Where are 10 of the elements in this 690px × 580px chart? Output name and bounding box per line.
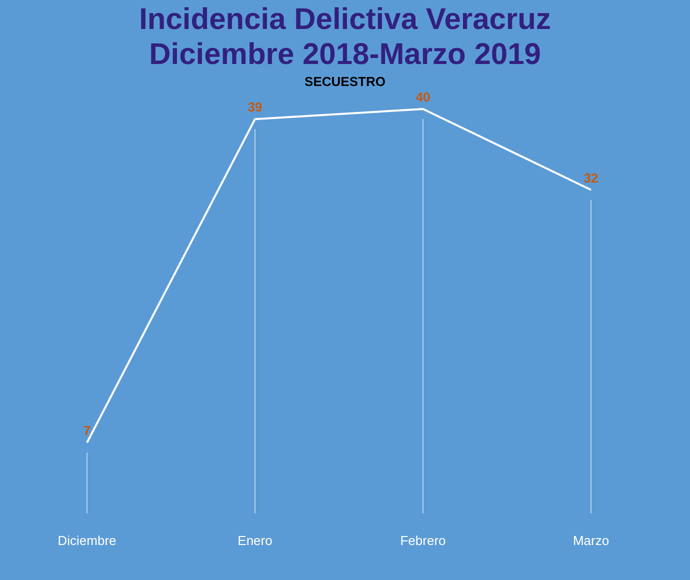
x-tick-label: Diciembre bbox=[58, 532, 116, 548]
x-tick-label: Marzo bbox=[572, 532, 610, 548]
x-tick-label: Febrero bbox=[400, 532, 446, 548]
chart-subtitle: SECUESTRO bbox=[304, 74, 386, 89]
data-label: 39 bbox=[248, 100, 262, 115]
data-label: 7 bbox=[83, 423, 91, 438]
x-tick-label: Enero bbox=[238, 532, 272, 548]
data-label: 40 bbox=[416, 90, 430, 105]
chart-title: Incidencia Delictiva Veracruz Diciembre 2018-Marzo 2019 bbox=[138, 2, 552, 72]
data-label: 32 bbox=[584, 170, 598, 186]
